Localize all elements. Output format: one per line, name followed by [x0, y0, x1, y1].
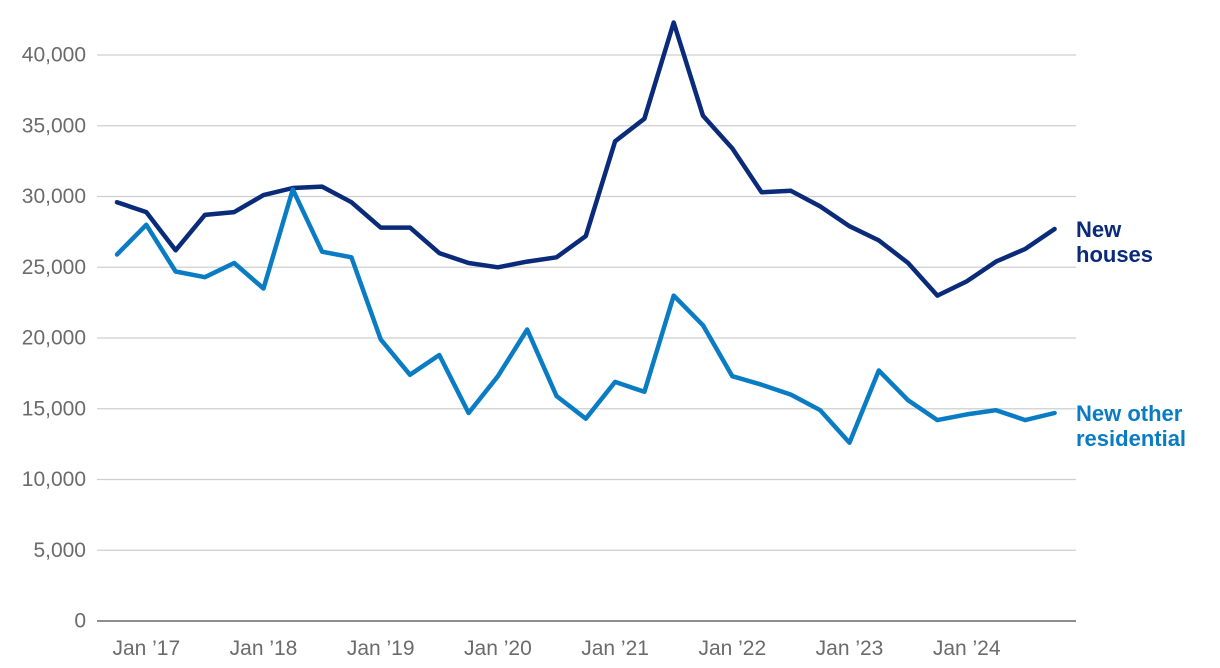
series-label-new-houses: New houses	[1076, 217, 1153, 267]
gridlines	[97, 54, 1076, 551]
series-labels: New houses New other residential	[1076, 217, 1186, 451]
series-label-new-other-residential: New other residential	[1076, 401, 1186, 451]
series-line-new-other-residential	[114, 187, 1057, 445]
x-tick-label: Jan ’19	[347, 637, 415, 660]
x-axis-tick-labels: Jan ’17 Jan ’18 Jan ’19 Jan ’20 Jan ’21 Jan ’…	[112, 637, 1000, 660]
series-lines	[114, 20, 1057, 445]
y-tick-label: 20,000	[22, 327, 86, 350]
y-axis-tick-labels: 0 5,000 10,000 15,000 20,000 25,000 30,000 35,0…	[22, 44, 86, 633]
y-tick-label: 35,000	[22, 114, 86, 137]
x-tick-label: Jan ’18	[230, 637, 298, 660]
series-label-line: residential	[1076, 426, 1186, 451]
y-tick-label: 5,000	[33, 539, 86, 562]
y-tick-label: 30,000	[22, 185, 86, 208]
x-tick-label: Jan ’22	[698, 637, 766, 660]
series-line-new-houses	[114, 20, 1057, 298]
series-label-line: New other	[1076, 401, 1183, 426]
x-tick-label: Jan ’17	[112, 637, 180, 660]
x-tick-label: Jan ’20	[464, 637, 532, 660]
series-label-line: New	[1076, 217, 1122, 242]
x-tick-label: Jan ’21	[581, 637, 649, 660]
y-tick-label: 10,000	[22, 468, 86, 491]
y-tick-label: 25,000	[22, 256, 86, 279]
x-tick-label: Jan ’23	[816, 637, 884, 660]
y-tick-label: 0	[74, 610, 86, 633]
series-label-line: houses	[1076, 242, 1153, 267]
y-tick-label: 15,000	[22, 397, 86, 420]
x-tick-label: Jan ’24	[933, 637, 1001, 660]
y-tick-label: 40,000	[22, 44, 86, 67]
